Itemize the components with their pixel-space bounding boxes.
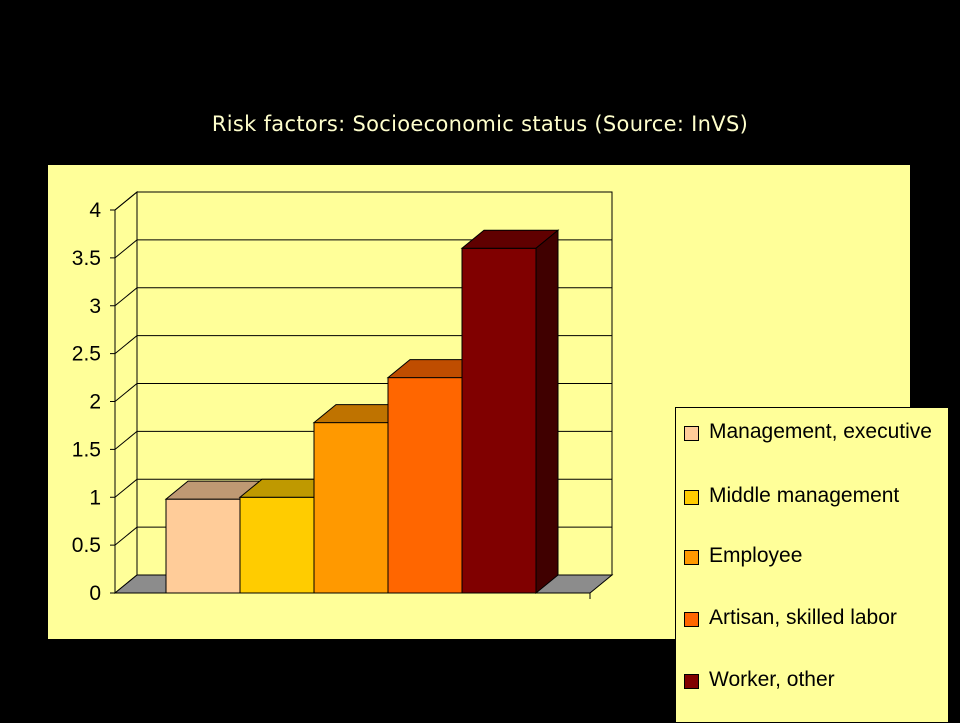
legend-label: Employee	[709, 544, 803, 567]
legend-label: Worker, other	[709, 668, 835, 691]
y-tick-label: 2	[89, 391, 101, 414]
slide-title: Risk factors: Socioeconomic status (Sour…	[211, 112, 749, 136]
bar	[387, 377, 463, 594]
legend-label: Management, executive	[709, 420, 932, 443]
y-tick-label: 3.5	[72, 247, 101, 270]
legend-item: Worker, other	[684, 668, 959, 692]
legend-swatch	[684, 426, 699, 441]
gridline	[114, 239, 612, 259]
y-tick-label: 1.5	[72, 438, 101, 461]
bar-side	[535, 229, 559, 595]
legend-swatch	[684, 612, 699, 627]
y-tick-label: 2.5	[72, 343, 101, 366]
chart-panel: 0 0.5 1 1.5 2 2.5 3 3.5 4 Management, executive M…	[48, 165, 949, 723]
y-tick-label: 1	[89, 486, 101, 509]
bar	[313, 422, 389, 594]
legend-item: Management, executive	[684, 420, 959, 444]
bar	[239, 496, 315, 594]
chart-legend: Management, executive Middle management Em…	[675, 407, 949, 723]
bar	[461, 247, 537, 594]
y-tick-label: 0.5	[72, 534, 101, 557]
gridline	[114, 335, 612, 355]
legend-item: Artisan, skilled labor	[684, 606, 959, 630]
y-tick-label: 0	[89, 582, 101, 605]
bar-chart: 0 0.5 1 1.5 2 2.5 3 3.5 4	[72, 190, 614, 605]
legend-label: Artisan, skilled labor	[709, 606, 897, 629]
gridline	[114, 191, 612, 211]
legend-label: Middle management	[709, 484, 900, 507]
legend-swatch	[684, 674, 699, 689]
y-tick-label: 3	[89, 295, 101, 318]
legend-item: Employee	[684, 544, 959, 568]
legend-swatch	[684, 490, 699, 505]
y-tick-label: 4	[89, 199, 101, 222]
legend-swatch	[684, 550, 699, 565]
gridline	[114, 287, 612, 307]
legend-item: Middle management	[684, 484, 959, 508]
bar	[165, 498, 241, 594]
